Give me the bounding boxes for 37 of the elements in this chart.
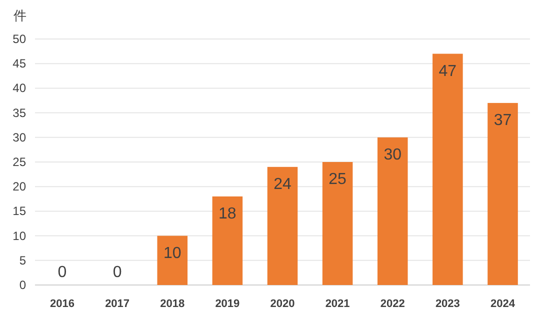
data-label: 0 [112,264,122,281]
bar [377,137,408,285]
x-tick-label: 2020 [270,298,295,310]
bar [267,166,298,285]
x-tick-label: 2024 [490,298,516,310]
y-axis-title: 件 [14,8,26,23]
bar [212,196,243,285]
y-tick-label: 0 [19,278,26,292]
x-tick-label: 2017 [105,298,130,310]
data-label: 0 [58,264,67,281]
bar [488,102,518,285]
y-tick-label: 50 [12,32,26,46]
x-tick-label: 2023 [435,298,460,310]
bar [322,162,353,285]
bar [157,236,188,285]
x-tick-label: 2019 [215,298,240,310]
x-tick-label: 2022 [380,298,405,310]
data-label: 25 [328,171,347,188]
data-label: 30 [384,146,402,164]
y-tick-label: 45 [12,56,26,71]
y-tick-label: 15 [12,204,26,218]
x-tick-label: 2016 [50,298,74,310]
y-tick-label: 25 [12,155,26,169]
y-tick-label: 10 [12,228,26,243]
y-tick-label: 40 [12,81,26,96]
data-label: 18 [218,205,236,222]
data-label: 47 [438,62,457,80]
data-label: 10 [163,244,182,262]
data-label: 37 [494,112,512,129]
bar [432,54,463,285]
x-tick-label: 2018 [160,298,185,310]
x-tick-label: 2021 [325,298,350,310]
y-tick-label: 35 [12,106,26,120]
y-tick-label: 30 [12,130,26,144]
y-tick-label: 20 [12,180,26,194]
y-tick-label: 5 [19,253,26,268]
data-label: 24 [274,176,292,193]
